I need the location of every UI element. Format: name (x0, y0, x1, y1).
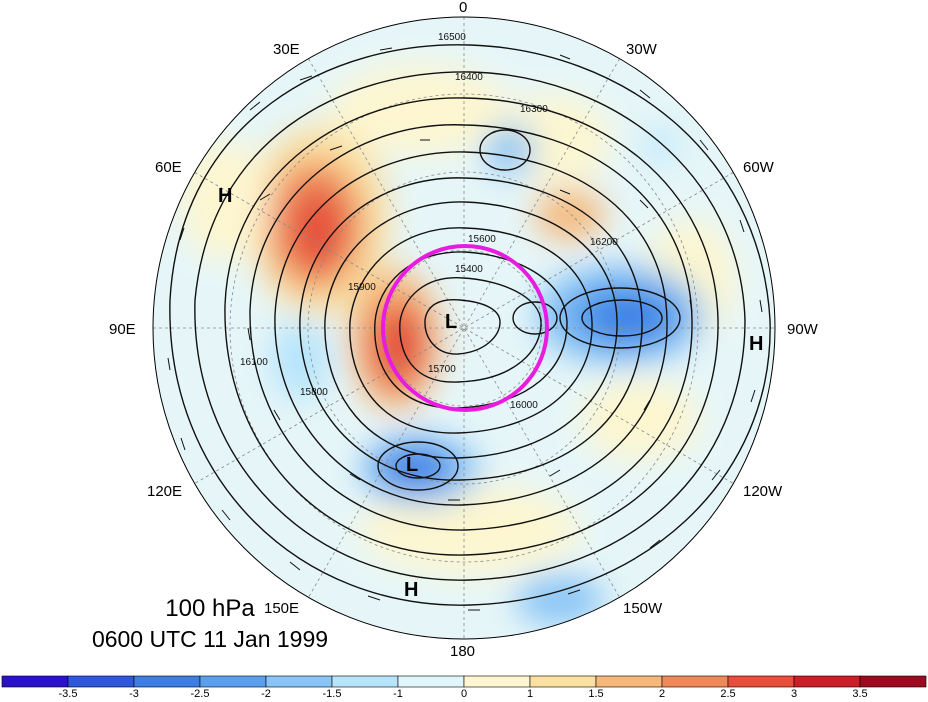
contour-label: 16300 (520, 104, 548, 115)
graticule (153, 17, 775, 639)
colorbar-tick-label: -1.5 (322, 688, 342, 700)
colorbar-tick-label: -1 (393, 688, 403, 700)
colorbar-segment (331, 675, 399, 688)
temperature-anomaly-shading (180, 65, 735, 625)
colorbar-segment (463, 675, 531, 688)
colorbar-segment (397, 675, 465, 688)
colorbar-tick-label: -3.5 (58, 688, 78, 700)
colorbar-segment (199, 675, 267, 688)
colorbar-tick-label: 3 (790, 688, 798, 700)
low-pressure-marker: L (406, 454, 419, 476)
high-pressure-marker: H (218, 185, 233, 207)
colorbar-segment (727, 675, 795, 688)
contour-label: 15400 (455, 264, 483, 275)
colorbar-segment (265, 675, 333, 688)
colorbar-segment (595, 675, 663, 688)
lon-label-180: 180 (450, 643, 476, 660)
lon-label-150e: 150E (264, 600, 300, 617)
low-pressure-marker: L (445, 311, 458, 333)
wind-barbs (167, 47, 763, 611)
contour-label: 15600 (468, 234, 496, 245)
colorbar-tick-label: 3.5 (852, 688, 868, 700)
colorbar-tick-label: 1 (526, 688, 534, 700)
colorbar-segment (133, 675, 201, 688)
contour-label: 16500 (438, 32, 466, 43)
colorbar (1, 675, 927, 688)
high-pressure-marker: H (404, 579, 419, 601)
colorbar-tick-label: 1.5 (588, 688, 604, 700)
colorbar-tick-label: 0 (460, 688, 468, 700)
high-pressure-marker: H (749, 333, 764, 355)
colorbar-segment (661, 675, 729, 688)
height-contours (169, 44, 771, 606)
colorbar-segment (793, 675, 861, 688)
lon-label-30w: 30W (626, 41, 657, 58)
contour-label: 15700 (428, 364, 456, 375)
colorbar-tick-label: 2.5 (720, 688, 736, 700)
colorbar-tick-label: -2 (261, 688, 271, 700)
contour-label: 16400 (455, 72, 483, 83)
map-border (152, 16, 776, 640)
lon-label-120w: 120W (743, 483, 783, 500)
lon-label-90w: 90W (787, 321, 818, 338)
pressure-level-caption: 100 hPa (165, 595, 255, 622)
lon-label-60e: 60E (155, 159, 182, 176)
contour-label: 15900 (348, 282, 376, 293)
contour-label: 16000 (510, 400, 538, 411)
colorbar-segment (67, 675, 135, 688)
contour-label: 16200 (590, 237, 618, 248)
colorbar-segment (1, 675, 69, 688)
timestamp-caption: 0600 UTC 11 Jan 1999 (91, 626, 329, 652)
colorbar-segment (529, 675, 597, 688)
colorbar-tick-label: -2.5 (190, 688, 210, 700)
colorbar-tick-label: 2 (658, 688, 666, 700)
lon-label-30e: 30E (273, 41, 300, 58)
lon-label-0: 0 (459, 0, 468, 16)
lon-label-90e: 90E (109, 321, 136, 338)
colorbar-segment (859, 675, 927, 688)
colorbar-tick-label: -3 (129, 688, 139, 700)
contour-label: 15800 (300, 387, 328, 398)
contour-label: 16100 (240, 357, 268, 368)
lon-label-120e: 120E (147, 483, 183, 500)
lon-label-150w: 150W (623, 600, 663, 617)
lon-label-60w: 60W (743, 159, 774, 176)
highlight-circle (381, 244, 549, 412)
